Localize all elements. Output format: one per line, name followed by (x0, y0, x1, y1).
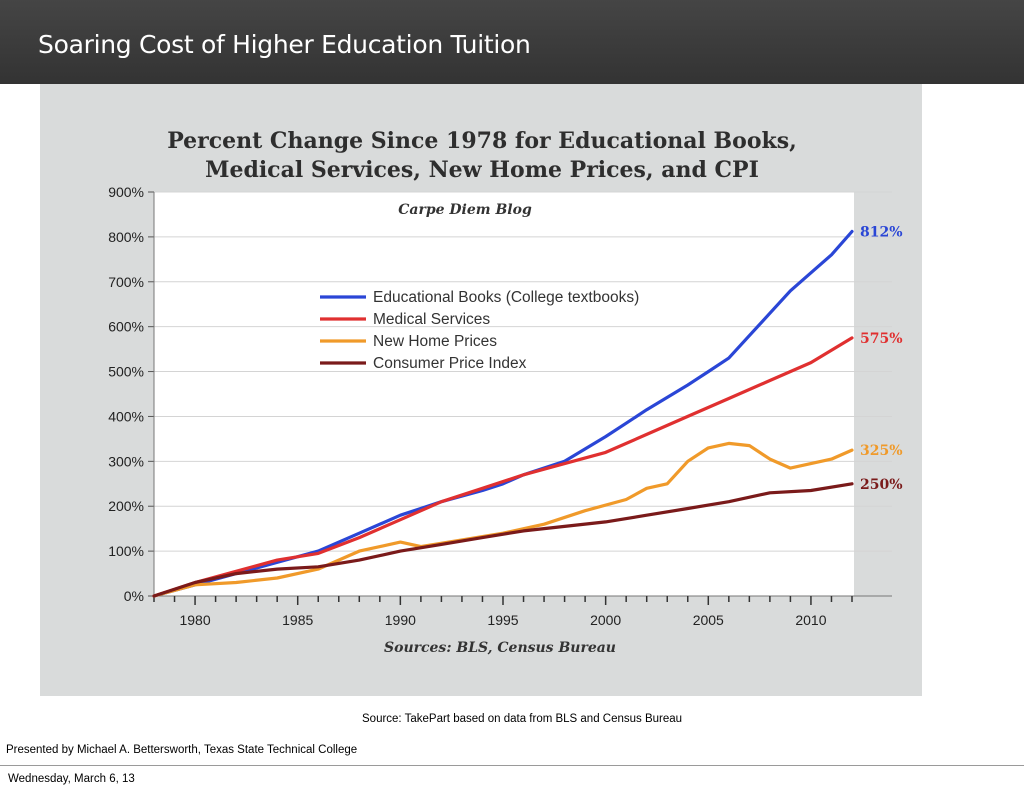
series-end-label: 325% (860, 443, 903, 459)
line-chart: Percent Change Since 1978 for Educationa… (108, 128, 902, 656)
slide-header: Soaring Cost of Higher Education Tuition (0, 0, 1024, 84)
x-tick-label: 2000 (590, 612, 621, 628)
series-line (152, 441, 854, 598)
slide-title: Soaring Cost of Higher Education Tuition (38, 30, 531, 59)
y-tick-label: 600% (108, 319, 144, 335)
y-tick-label: 300% (108, 453, 144, 469)
x-tick-label: 1990 (385, 612, 416, 628)
x-tick-label: 2010 (795, 612, 826, 628)
y-tick-label: 900% (108, 184, 144, 200)
series-end-label: 575% (860, 331, 903, 347)
y-tick-label: 500% (108, 364, 144, 380)
series-line (152, 336, 854, 598)
y-tick-label: 0% (124, 588, 144, 604)
y-tick-label: 100% (108, 543, 144, 559)
chart-subtitle: Carpe Diem Blog (398, 202, 532, 218)
x-tick-label: 1985 (282, 612, 313, 628)
plot-area (148, 191, 892, 605)
chart-title-line-1: Percent Change Since 1978 for Educationa… (167, 128, 797, 154)
chart-title-line-2: Medical Services, New Home Prices, and C… (205, 157, 759, 183)
x-tick-label: 1980 (179, 612, 210, 628)
chart-panel: Percent Change Since 1978 for Educationa… (40, 84, 922, 696)
legend-label: Consumer Price Index (373, 355, 527, 372)
y-tick-label: 400% (108, 408, 144, 424)
series-end-label: 812% (860, 225, 903, 241)
y-tick-label: 700% (108, 274, 144, 290)
chart-source-note: Sources: BLS, Census Bureau (384, 640, 616, 656)
x-tick-label: 2005 (693, 612, 724, 628)
legend-label: New Home Prices (373, 333, 497, 350)
slide-date: Wednesday, March 6, 13 (8, 773, 135, 785)
legend-label: Educational Books (College textbooks) (373, 289, 639, 306)
series-line (152, 482, 854, 598)
y-tick-label: 800% (108, 229, 144, 245)
chart-labels: 0% 100% 200% 300% 400% 500% 600% 700% 800% 900% 19… (108, 184, 902, 628)
legend-label: Medical Services (373, 311, 490, 328)
y-tick-label: 200% (108, 498, 144, 514)
presenter-credit: Presented by Michael A. Bettersworth, Te… (6, 744, 358, 756)
series-end-label: 250% (860, 477, 903, 493)
source-caption: Source: TakePart based on data from BLS … (362, 713, 683, 725)
x-tick-label: 1995 (487, 612, 518, 628)
footer-divider (0, 765, 1024, 766)
